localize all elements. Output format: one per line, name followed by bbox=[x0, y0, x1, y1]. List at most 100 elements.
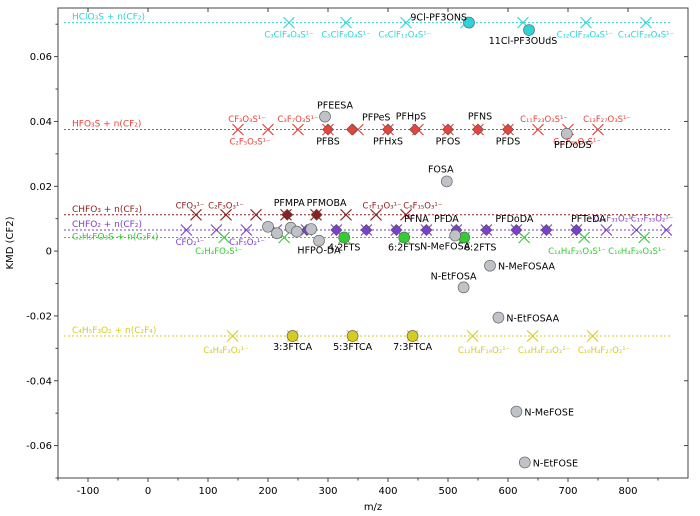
cross-stroke bbox=[466, 330, 479, 342]
circle-point bbox=[440, 175, 453, 188]
point-label: N-MeFOSAA bbox=[498, 262, 555, 273]
formula-label: C₂F₅O₃S¹⁻ bbox=[229, 138, 270, 148]
circle-point bbox=[484, 259, 496, 272]
cross-stroke bbox=[370, 208, 382, 221]
y-axis-title: KMD (CF2) bbox=[5, 216, 16, 269]
cross-marker bbox=[466, 330, 479, 342]
point-label: PFOS bbox=[436, 137, 461, 148]
cross-marker bbox=[660, 224, 673, 236]
circle-point bbox=[492, 311, 505, 324]
cross-stroke bbox=[262, 123, 274, 136]
y-tick-label: 0.02 bbox=[30, 182, 52, 193]
cross-marker bbox=[190, 208, 202, 221]
cross-marker bbox=[283, 16, 295, 29]
x-tick-label: 100 bbox=[198, 486, 217, 497]
series-name: HClO₃S + n(CF₂) bbox=[72, 13, 145, 23]
point-label: PFMPA bbox=[274, 198, 306, 209]
point-label: 9Cl-PF3ONS bbox=[410, 13, 467, 24]
labels: HClO₃S + n(CF₂) C₃ClF₄O₄S¹⁻ C₅ClF₈O₄S¹⁻ C₆C… bbox=[72, 13, 674, 470]
x-tick-label: 0 bbox=[145, 486, 151, 497]
cross-stroke bbox=[278, 231, 291, 244]
cross-marker bbox=[240, 224, 253, 236]
point-label: PFDoDS bbox=[554, 140, 592, 151]
diamond-point bbox=[281, 208, 294, 221]
formula-label: C₈F₁₅O₃¹⁻ bbox=[403, 202, 442, 212]
diamond-point bbox=[502, 123, 514, 136]
cross-stroke bbox=[400, 208, 412, 221]
formula-label: C₁₆H₄F₂₉O₃S¹⁻ bbox=[608, 247, 666, 257]
circle-point bbox=[398, 231, 411, 244]
diamond-point bbox=[570, 224, 583, 237]
formula-label: C₁₃F₂₇O₃S¹⁻ bbox=[583, 115, 631, 125]
series-name: C₂H₅FO₃S + n(C₂F₄) bbox=[72, 232, 159, 242]
diamond-point bbox=[480, 224, 493, 237]
cross-stroke bbox=[526, 330, 539, 342]
cross-marker bbox=[352, 123, 364, 136]
y-tick-label: 0.04 bbox=[30, 117, 52, 128]
cross-stroke bbox=[638, 231, 651, 244]
cross-stroke bbox=[283, 16, 295, 29]
x-tick-label: 700 bbox=[558, 486, 577, 497]
cross-stroke bbox=[580, 16, 592, 29]
point-label: PFHxS bbox=[373, 137, 403, 148]
cross-stroke bbox=[232, 123, 244, 136]
y-tick-label: -0.06 bbox=[26, 441, 52, 452]
point-label: FOSA bbox=[428, 164, 454, 175]
point-label: HFPO-DA bbox=[297, 246, 341, 257]
cross-marker bbox=[592, 123, 604, 136]
cross-stroke bbox=[218, 231, 231, 244]
formula-label: C₂H₄FO₃S¹⁻ bbox=[195, 247, 242, 257]
axes: -100 0 100 200 300 400 500 600 700 800 0.06 0.04 0.0… bbox=[26, 8, 688, 497]
cross-stroke bbox=[210, 224, 223, 236]
formula-label: C₁₂F₂₅O₃S¹⁻ bbox=[553, 138, 601, 148]
circle-point bbox=[319, 110, 331, 123]
cross-stroke bbox=[518, 231, 531, 244]
formula-label: CF₃O₃S¹⁻ bbox=[228, 115, 266, 125]
cross-marker bbox=[532, 123, 544, 136]
formula-label: C₁₆F₃₁O₂¹⁻ bbox=[594, 215, 636, 225]
formula-label: C₁₄ClF₂₈O₄S¹⁻ bbox=[618, 31, 674, 41]
x-tick-label: 400 bbox=[378, 486, 397, 497]
point-label: PFHpS bbox=[396, 112, 426, 123]
point-label: PFDoDA bbox=[495, 214, 533, 225]
cross-marker bbox=[586, 330, 599, 342]
x-tick-label: 600 bbox=[498, 486, 517, 497]
diamond-point bbox=[540, 224, 553, 237]
diamond-point bbox=[360, 224, 373, 237]
x-tick-label: -100 bbox=[77, 486, 100, 497]
cross-marker bbox=[400, 16, 412, 29]
cross-marker bbox=[218, 231, 231, 244]
cross-marker bbox=[600, 224, 613, 236]
y-tick-label: 0.06 bbox=[30, 52, 52, 63]
diamond-point bbox=[409, 123, 421, 136]
formula-label: C₁₂ClF₂₄O₄S¹⁻ bbox=[557, 31, 613, 41]
cross-stroke bbox=[600, 224, 613, 236]
circle-point bbox=[338, 231, 351, 244]
cross-stroke bbox=[532, 123, 544, 136]
circle-point bbox=[286, 330, 299, 342]
formula-label: CFO₃¹⁻ bbox=[176, 202, 205, 212]
formula-label: CFO₂¹⁻ bbox=[176, 238, 205, 248]
cross-marker bbox=[226, 330, 239, 342]
circle-point bbox=[523, 24, 535, 36]
formula-label: C₇F₁₃O₃¹⁻ bbox=[362, 202, 401, 212]
x-axis-title: m/z bbox=[364, 502, 382, 513]
point-label: PFPeS bbox=[362, 113, 390, 124]
point-label: PFDS bbox=[496, 137, 521, 148]
circle-point bbox=[518, 456, 531, 469]
circle-point bbox=[463, 16, 475, 29]
cross-stroke bbox=[226, 330, 239, 342]
diamond-point bbox=[472, 123, 484, 136]
diamond-point bbox=[346, 123, 358, 136]
point-label: PFTeDA bbox=[571, 214, 606, 225]
circle-point bbox=[313, 234, 325, 247]
cross-stroke bbox=[340, 16, 352, 29]
diamond-point bbox=[382, 123, 394, 136]
cross-stroke bbox=[340, 208, 352, 221]
point-label: 11Cl-PF3OUdS bbox=[489, 36, 558, 47]
formula-label: C₃F₅O₂¹⁻ bbox=[229, 238, 265, 248]
cross-marker bbox=[526, 330, 539, 342]
point-label: 3:3FTCA bbox=[273, 342, 312, 353]
y-tick-label: -0.04 bbox=[26, 376, 52, 387]
